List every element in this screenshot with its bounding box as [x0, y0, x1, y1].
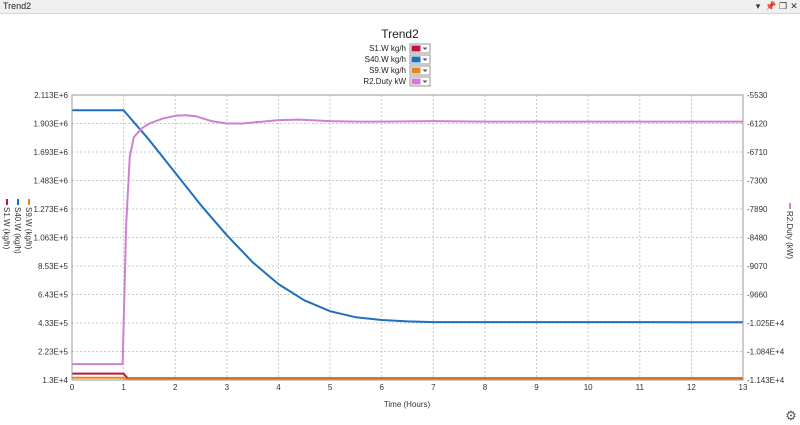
chevron-down-icon [422, 47, 428, 50]
restore-icon[interactable]: ❐ [778, 1, 788, 11]
series-line [72, 114, 743, 366]
right-axis-label-item: R2.Duty (kW) [785, 203, 794, 259]
left-tick-label: 4.33E+5 [38, 319, 69, 328]
left-axis-label: S9.W (kg/h) [24, 207, 33, 250]
window-titlebar: Trend2 ▾ 📌 ❐ ✕ [0, 0, 800, 14]
x-axis-label: Time (Hours) [384, 400, 431, 409]
right-tick-label: -6120 [747, 120, 768, 129]
series-line [72, 372, 743, 380]
left-tick-label: 1.063E+6 [34, 234, 69, 243]
x-tick-label: 11 [636, 383, 645, 392]
window-title: Trend2 [3, 1, 32, 11]
legend-swatch [411, 45, 421, 52]
series-line [72, 376, 743, 381]
dropdown-icon[interactable]: ▾ [755, 1, 761, 11]
left-axis-ticks: 1.3E+4 2.23E+5 4.33E+5 6.43E+5 8.53E+5 1.063E… [34, 91, 69, 385]
legend-label: S1.W kg/h [369, 44, 406, 53]
legend-label: R2.Duty kW [363, 77, 406, 86]
x-tick-label: 8 [483, 383, 488, 392]
right-tick-label: -6710 [747, 148, 768, 157]
legend-swatch [411, 56, 421, 63]
chart-title: Trend2 [381, 27, 419, 41]
left-axis-label-item: S9.W (kg/h) [24, 199, 33, 250]
right-tick-label: -8480 [747, 234, 768, 243]
left-tick-label: 2.113E+6 [34, 91, 68, 100]
right-axis-ticks: -1.143E+4 -1.084E+4 -1.025E+4 -9660 -9070 -84… [747, 91, 785, 385]
legend: S1.W kg/h S40.W kg/h S9.W kg/h R2.Duty kW [363, 43, 431, 87]
right-tick-label: -1.025E+4 [747, 319, 785, 328]
legend-swatch [411, 78, 421, 85]
left-tick-label: 2.23E+5 [38, 348, 69, 357]
gear-icon[interactable]: ⚙ [785, 408, 797, 423]
chevron-down-icon [422, 80, 428, 83]
x-tick-label: 1 [121, 383, 126, 392]
left-axis-label: S40.W (kg/h) [13, 207, 22, 254]
left-tick-label: 1.903E+6 [34, 120, 69, 129]
x-tick-label: 6 [379, 383, 384, 392]
right-tick-label: -1.084E+4 [747, 348, 785, 357]
x-tick-label: 0 [70, 383, 75, 392]
right-tick-label: -9070 [747, 262, 768, 271]
chevron-down-icon [422, 58, 428, 61]
legend-label: S40.W kg/h [365, 55, 406, 64]
x-tick-label: 4 [276, 383, 281, 392]
pin-icon[interactable]: 📌 [765, 1, 777, 11]
chevron-down-icon [422, 69, 428, 72]
x-tick-label: 13 [739, 383, 748, 392]
left-tick-label: 1.483E+6 [34, 177, 69, 186]
x-tick-label: 5 [328, 383, 333, 392]
legend-label: S9.W kg/h [369, 66, 406, 75]
left-tick-label: 8.53E+5 [38, 262, 69, 271]
left-axis-label-item: S1.W (kg/h) [2, 199, 11, 250]
left-tick-label: 1.3E+4 [42, 376, 68, 385]
x-tick-label: 7 [431, 383, 436, 392]
legend-swatch [411, 67, 421, 74]
x-tick-label: 2 [173, 383, 178, 392]
left-tick-label: 1.273E+6 [34, 205, 69, 214]
right-axis-label-group: R2.Duty (kW) [785, 203, 794, 259]
x-tick-label: 10 [584, 383, 593, 392]
right-tick-label: -5530 [747, 91, 768, 100]
x-axis-ticks: 0 1 2 3 4 5 6 7 8 9 10 11 12 13 [70, 383, 748, 392]
plot-frame [71, 94, 744, 381]
right-axis-label: R2.Duty (kW) [785, 211, 794, 259]
left-axis-label-item: S40.W (kg/h) [13, 199, 22, 254]
left-axis-label: S1.W (kg/h) [2, 207, 11, 250]
left-axis-labels: S1.W (kg/h) S40.W (kg/h) S9.W (kg/h) [2, 199, 33, 254]
trend-chart: Trend2 S1.W kg/h S40.W kg/h S9.W kg/h R2.Du… [2, 27, 794, 409]
series-lines [72, 109, 743, 381]
right-tick-label: -7890 [747, 205, 768, 214]
x-tick-label: 3 [225, 383, 230, 392]
x-tick-label: 12 [687, 383, 696, 392]
right-tick-label: -9660 [747, 291, 768, 300]
series-line [72, 109, 743, 324]
grid [71, 94, 744, 381]
x-tick-label: 9 [534, 383, 539, 392]
right-tick-label: -1.143E+4 [747, 376, 785, 385]
right-tick-label: -7300 [747, 177, 768, 186]
left-tick-label: 1.693E+6 [34, 148, 69, 157]
close-icon[interactable]: ✕ [790, 1, 798, 11]
left-tick-label: 6.43E+5 [38, 291, 69, 300]
